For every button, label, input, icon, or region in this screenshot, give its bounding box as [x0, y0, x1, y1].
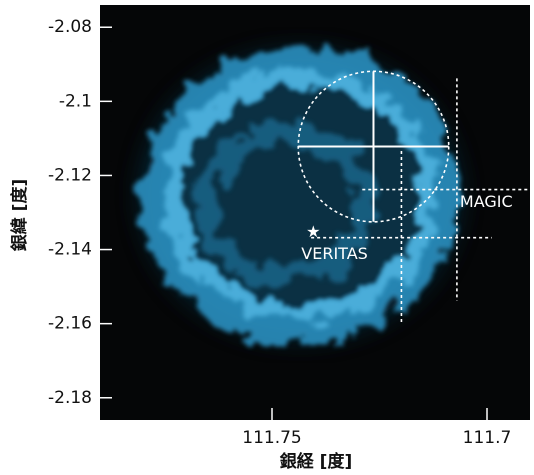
series-label: VERITAS [301, 244, 368, 263]
x-tick-label: 111.75 [242, 428, 301, 448]
series-label: MAGIC [460, 192, 513, 211]
star-marker: ★ [306, 222, 320, 241]
x-axis-title: 銀経 [度] [280, 451, 352, 472]
y-tick-label: -2.08 [48, 17, 92, 37]
nebula-image [145, 55, 455, 335]
y-tick-label: -2.14 [48, 240, 92, 260]
y-axis-title: 銀緯 [度] [9, 179, 30, 251]
y-tick-label: -2.16 [48, 314, 92, 334]
x-tick-label: 111.7 [463, 428, 512, 448]
y-tick-label: -2.12 [48, 165, 92, 185]
y-tick-label: -2.18 [48, 388, 92, 408]
y-tick-label: -2.1 [59, 91, 92, 111]
chart: 銀経 [度] 銀緯 [度] -2.08 -2.1 -2.12 -2.14 -2.16 -2… [0, 0, 534, 475]
